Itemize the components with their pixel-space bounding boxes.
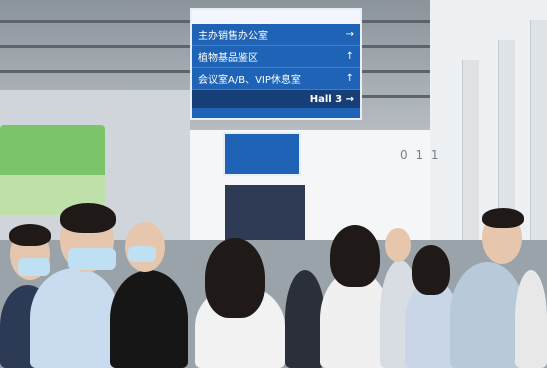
arrow-up-icon: ↑ <box>345 73 354 84</box>
sign-row-label: 会议室A/B、VIP休息室 <box>198 75 301 86</box>
face-mask <box>128 246 156 262</box>
direction-sign: 主办销售办公室 → 植物基品鉴区 ↑ 会议室A/B、VIP休息室 ↑ Hall … <box>190 8 362 120</box>
face-mask <box>68 248 116 270</box>
booth-panel-text: 0 1 1 <box>400 148 441 162</box>
sign-header <box>192 10 360 24</box>
hair <box>482 208 524 228</box>
person <box>285 270 325 368</box>
hair <box>330 225 380 287</box>
sign-line <box>229 136 295 144</box>
sign-line <box>229 152 295 160</box>
pillar <box>462 60 479 290</box>
sign-row-label: 主办销售办公室 <box>198 31 268 42</box>
sign-line <box>229 144 295 152</box>
secondary-sign <box>223 132 301 176</box>
sign-row-label: 植物基品鉴区 <box>198 53 258 64</box>
sign-footer: Hall 3 → <box>192 90 360 108</box>
sign-line <box>229 160 295 168</box>
sign-row: 植物基品鉴区 ↑ <box>192 46 360 68</box>
hair <box>60 203 116 233</box>
sign-row: 会议室A/B、VIP休息室 ↑ <box>192 68 360 90</box>
hair <box>205 238 265 318</box>
person-head <box>385 228 411 262</box>
person <box>110 270 188 368</box>
pillar <box>530 20 547 290</box>
hall-label: Hall 3 → <box>309 93 354 105</box>
arrow-right-icon: → <box>345 29 354 40</box>
sign-row: 主办销售办公室 → <box>192 24 360 46</box>
person <box>450 262 525 368</box>
person <box>30 268 120 368</box>
person <box>515 270 547 368</box>
face-mask <box>18 258 50 276</box>
hair <box>9 224 51 246</box>
hall-doorway <box>225 185 305 240</box>
arrow-up-icon: ↑ <box>345 51 354 62</box>
hair <box>412 245 450 295</box>
